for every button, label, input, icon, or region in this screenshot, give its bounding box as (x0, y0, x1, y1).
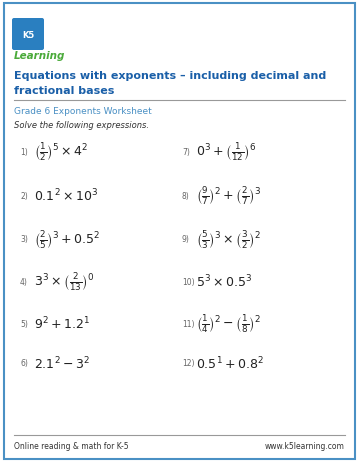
Text: $2.1^2 - 3^2$: $2.1^2 - 3^2$ (34, 355, 90, 371)
Text: Online reading & math for K-5: Online reading & math for K-5 (14, 442, 129, 450)
Text: fractional bases: fractional bases (14, 86, 115, 96)
Text: $\left(\frac{5}{3}\right)^3 \times \left(\frac{3}{2}\right)^2$: $\left(\frac{5}{3}\right)^3 \times \left… (196, 229, 261, 250)
Text: Learning: Learning (14, 51, 65, 61)
Text: $9^2 + 1.2^1$: $9^2 + 1.2^1$ (34, 315, 90, 332)
Text: 10): 10) (182, 277, 195, 286)
Text: $5^3 \times 0.5^3$: $5^3 \times 0.5^3$ (196, 273, 252, 290)
Text: $0.1^2 \times 10^3$: $0.1^2 \times 10^3$ (34, 188, 98, 204)
Text: K5: K5 (22, 31, 34, 39)
Text: $3^3 \times \left(\frac{2}{13}\right)^0$: $3^3 \times \left(\frac{2}{13}\right)^0$ (34, 270, 94, 292)
Text: $0^3 + \left(\frac{1}{12}\right)^6$: $0^3 + \left(\frac{1}{12}\right)^6$ (196, 141, 256, 163)
Text: www.k5learning.com: www.k5learning.com (265, 442, 345, 450)
Text: 7): 7) (182, 147, 190, 156)
Text: 12): 12) (182, 359, 195, 368)
Text: Grade 6 Exponents Worksheet: Grade 6 Exponents Worksheet (14, 106, 152, 115)
Text: 3): 3) (20, 235, 28, 244)
Text: 8): 8) (182, 191, 190, 200)
Text: $\left(\frac{1}{2}\right)^5 \times 4^2$: $\left(\frac{1}{2}\right)^5 \times 4^2$ (34, 141, 89, 163)
Text: 6): 6) (20, 359, 28, 368)
Text: $\left(\frac{2}{5}\right)^3 + 0.5^2$: $\left(\frac{2}{5}\right)^3 + 0.5^2$ (34, 229, 101, 250)
Text: Solve the following expressions.: Solve the following expressions. (14, 121, 149, 130)
FancyBboxPatch shape (12, 19, 44, 51)
Text: 1): 1) (20, 147, 28, 156)
Text: 5): 5) (20, 319, 28, 328)
Text: 11): 11) (182, 319, 195, 328)
Text: 4): 4) (20, 277, 28, 286)
Text: 9): 9) (182, 235, 190, 244)
Text: 2): 2) (20, 191, 28, 200)
FancyBboxPatch shape (4, 4, 355, 459)
Text: $\left(\frac{1}{4}\right)^2 - \left(\frac{1}{8}\right)^2$: $\left(\frac{1}{4}\right)^2 - \left(\fra… (196, 313, 261, 334)
Text: $\left(\frac{9}{7}\right)^2 + \left(\frac{2}{7}\right)^3$: $\left(\frac{9}{7}\right)^2 + \left(\fra… (196, 185, 261, 206)
Text: Equations with exponents – including decimal and: Equations with exponents – including dec… (14, 71, 326, 81)
Text: $0.5^1 + 0.8^2$: $0.5^1 + 0.8^2$ (196, 355, 264, 371)
